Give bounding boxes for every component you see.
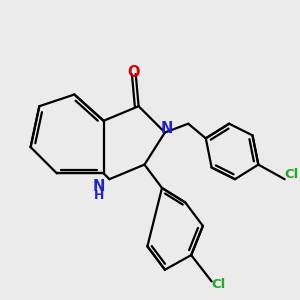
- Text: N: N: [160, 121, 172, 136]
- Text: O: O: [127, 65, 140, 80]
- Text: Cl: Cl: [212, 278, 226, 291]
- Text: H: H: [94, 189, 104, 202]
- Text: N: N: [93, 179, 105, 194]
- Text: Cl: Cl: [285, 168, 299, 181]
